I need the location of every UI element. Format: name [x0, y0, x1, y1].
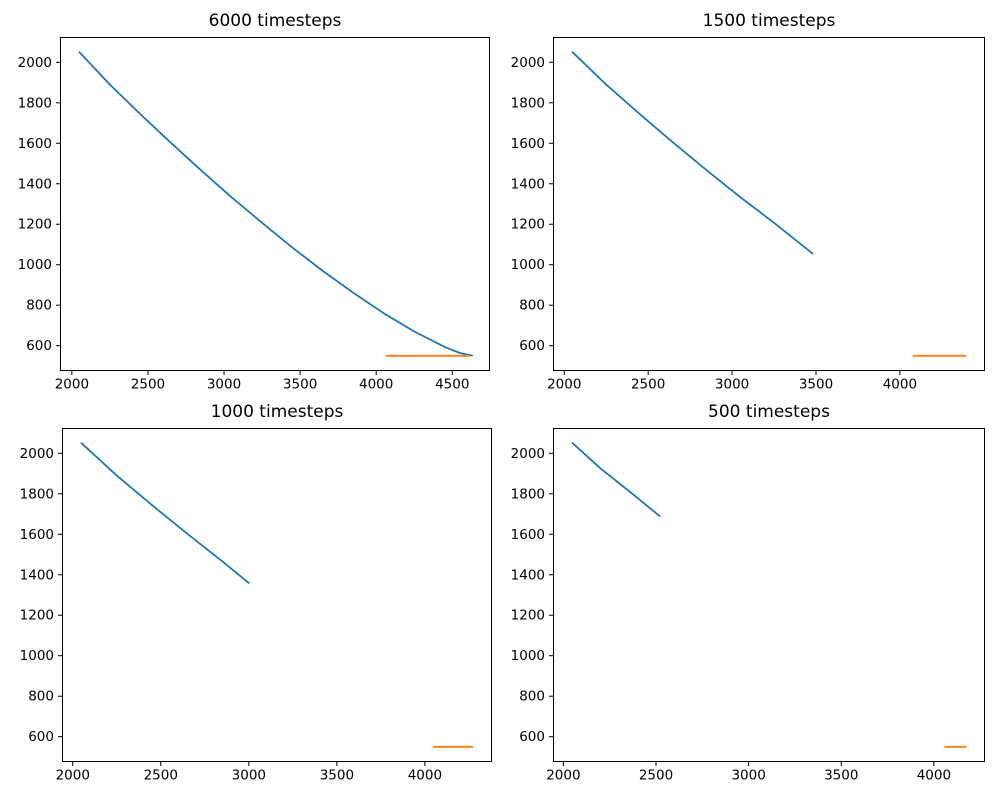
y-tick-label: 600	[28, 729, 54, 745]
x-tick-label: 3500	[283, 377, 317, 393]
plot-area: 2000 2500 3000 3500 4000 4500 600 800 1000 1200 14…	[18, 37, 490, 393]
series-decay-curve	[80, 442, 250, 584]
axes-frame	[62, 428, 492, 762]
y-tick-label: 2000	[511, 55, 545, 71]
subplot-500-timesteps: 500 timesteps 2000 2500 3000 3500 4000 600 800…	[511, 402, 985, 784]
y-tick-label: 1000	[20, 648, 54, 664]
subplot-title: 1500 timesteps	[702, 11, 836, 31]
x-tick-label: 2000	[56, 768, 90, 784]
y-tick-label: 600	[519, 338, 545, 354]
x-tick-label: 3500	[799, 377, 833, 393]
subplot-1000-timesteps: 1000 timesteps 2000 2500 3000 3500 4000 600 80…	[20, 402, 492, 784]
series-decay-curve	[571, 51, 814, 255]
axes-frame	[553, 428, 985, 762]
series-decay-curve	[571, 442, 661, 517]
subplot-title: 1000 timesteps	[210, 402, 344, 422]
axes-frame	[60, 37, 490, 371]
x-tick-label: 3000	[715, 377, 749, 393]
y-tick-label: 600	[26, 338, 52, 354]
plot-area: 2000 2500 3000 3500 4000 600 800 1000 1200 1400 16…	[20, 428, 492, 784]
x-tick-label: 3000	[731, 768, 765, 784]
y-tick-label: 1200	[20, 608, 54, 624]
y-tick-label: 1600	[511, 136, 545, 152]
y-tick-label: 1200	[511, 608, 545, 624]
y-tick-label: 800	[28, 689, 54, 705]
x-tick-label: 4000	[359, 377, 393, 393]
subplot-1500-timesteps: 1500 timesteps 2000 2500 3000 3500 4000 600 80…	[511, 11, 985, 393]
plot-area: 2000 2500 3000 3500 4000 600 800 1000 1200 1400 16…	[511, 428, 985, 784]
y-tick-label: 2000	[18, 55, 52, 71]
y-tick-label: 1000	[511, 648, 545, 664]
x-tick-label: 2500	[631, 377, 665, 393]
y-tick-label: 800	[26, 298, 52, 314]
subplot-6000-timesteps: 6000 timesteps 2000 2500 3000 3500 4000 4500 6…	[18, 11, 490, 393]
y-tick-label: 600	[519, 729, 545, 745]
x-tick-label: 2000	[547, 377, 581, 393]
axes-frame	[553, 37, 985, 371]
subplot-title: 500 timesteps	[708, 402, 830, 422]
y-tick-label: 2000	[511, 446, 545, 462]
y-tick-label: 1600	[20, 527, 54, 543]
y-tick-label: 1800	[511, 486, 545, 502]
y-tick-label: 800	[519, 689, 545, 705]
x-tick-label: 3500	[320, 768, 354, 784]
y-tick-label: 800	[519, 298, 545, 314]
y-tick-label: 1400	[18, 176, 52, 192]
y-tick-label: 1200	[18, 217, 52, 233]
series-decay-curve	[78, 51, 473, 357]
plot-area: 2000 2500 3000 3500 4000 600 800 1000 1200 1400 16…	[511, 37, 985, 393]
x-tick-label: 3500	[824, 768, 858, 784]
x-tick-label: 4500	[435, 377, 469, 393]
x-tick-label: 2000	[55, 377, 89, 393]
x-tick-label: 3000	[207, 377, 241, 393]
x-tick-label: 4000	[408, 768, 442, 784]
y-tick-label: 2000	[20, 446, 54, 462]
y-tick-label: 1600	[18, 136, 52, 152]
x-tick-label: 4000	[917, 768, 951, 784]
x-tick-label: 2500	[131, 377, 165, 393]
x-tick-label: 2500	[639, 768, 673, 784]
y-tick-label: 1600	[511, 527, 545, 543]
y-tick-label: 1800	[511, 95, 545, 111]
y-tick-label: 1000	[18, 257, 52, 273]
y-tick-label: 1800	[20, 486, 54, 502]
y-tick-label: 1200	[511, 217, 545, 233]
y-tick-label: 1400	[20, 567, 54, 583]
y-tick-label: 1800	[18, 95, 52, 111]
y-tick-label: 1000	[511, 257, 545, 273]
y-tick-label: 1400	[511, 567, 545, 583]
y-tick-label: 1400	[511, 176, 545, 192]
subplot-title: 6000 timesteps	[208, 11, 342, 31]
x-tick-label: 3000	[232, 768, 266, 784]
x-tick-label: 4000	[883, 377, 917, 393]
x-tick-label: 2500	[144, 768, 178, 784]
x-tick-label: 2000	[546, 768, 580, 784]
